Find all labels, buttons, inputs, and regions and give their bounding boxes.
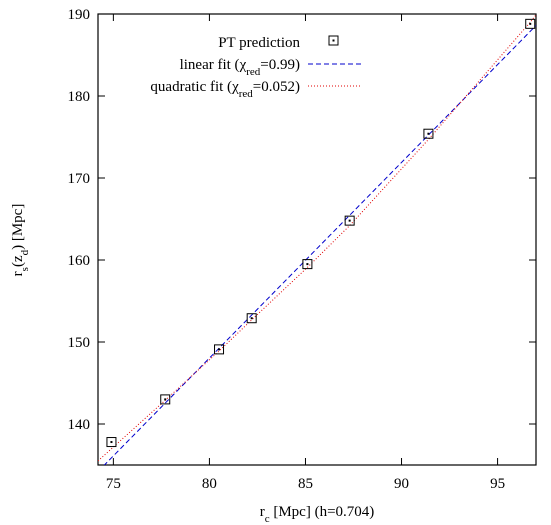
data-point	[160, 394, 171, 405]
quadratic-fit-line	[98, 14, 536, 462]
data-point-center	[250, 317, 253, 320]
x-axis-label: rc [Mpc] (h=0.704)	[260, 504, 375, 525]
y-tick-labels: 140 150 160 170 180 190	[68, 7, 91, 433]
axis-ticks	[98, 13, 536, 465]
y-tick-label: 160	[68, 253, 91, 269]
data-point	[525, 18, 536, 29]
plot-frame	[97, 13, 537, 466]
data-point	[246, 313, 257, 324]
data-point	[423, 128, 434, 139]
y-tick-label: 150	[68, 335, 91, 351]
x-tick-label: 95	[490, 476, 505, 492]
series-points	[106, 18, 536, 448]
data-point	[106, 437, 117, 448]
legend-label-pt-prediction: PT prediction	[218, 35, 300, 51]
data-point	[344, 215, 355, 226]
data-point	[214, 344, 225, 355]
legend-label-quadratic-fit: quadratic fit (χred=0.052)	[150, 79, 300, 100]
data-point-center	[348, 219, 351, 222]
x-tick-label: 75	[106, 476, 121, 492]
data-point-center	[164, 398, 167, 401]
y-tick-label: 190	[68, 7, 91, 23]
legend: PT prediction linear fit (χred=0.99) qua…	[150, 35, 361, 100]
y-axis-label: rs(zd) [Mpc]	[10, 204, 31, 277]
legend-marker-pt-prediction-dot	[332, 39, 335, 42]
x-tick-label: 80	[202, 476, 217, 492]
data-point-center	[218, 348, 221, 351]
x-tick-label: 90	[394, 476, 409, 492]
data-point-center	[306, 263, 309, 266]
y-tick-label: 170	[68, 171, 91, 187]
legend-marker-pt-prediction	[328, 35, 339, 46]
y-tick-label: 180	[68, 89, 91, 105]
data-point	[302, 259, 313, 270]
data-point-center	[427, 132, 430, 135]
x-tick-label: 85	[298, 476, 313, 492]
series-lines	[98, 14, 536, 465]
legend-label-linear-fit: linear fit (χred=0.99)	[180, 57, 300, 78]
data-point-center	[529, 22, 532, 25]
data-point-center	[110, 441, 113, 444]
y-tick-label: 140	[68, 417, 91, 433]
x-tick-labels: 75 80 85 90 95	[106, 476, 505, 492]
